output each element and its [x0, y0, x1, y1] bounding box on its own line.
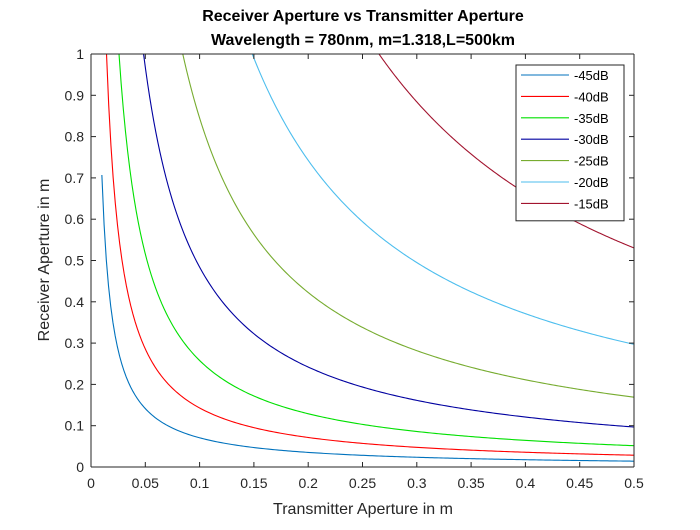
series-line-30db	[143, 54, 634, 428]
y-tick-label: 0.4	[65, 294, 85, 310]
y-tick-label: 0.8	[65, 129, 85, 145]
x-tick-label: 0.35	[457, 475, 484, 491]
x-tick-label: 0.45	[566, 475, 593, 491]
x-tick-label: 0.25	[349, 475, 376, 491]
legend-label: -20dB	[574, 175, 609, 190]
legend-label: -30dB	[574, 132, 609, 147]
x-tick-label: 0.5	[624, 475, 644, 491]
series-line-25db	[182, 54, 634, 398]
legend-label: -40dB	[574, 89, 609, 104]
x-tick-label: 0.2	[298, 475, 318, 491]
y-tick-label: 0.1	[65, 418, 85, 434]
y-tick-label: 0.5	[65, 253, 85, 269]
x-axis-label: Transmitter Aperture in m	[273, 501, 453, 518]
legend-label: -25dB	[574, 154, 609, 169]
y-tick-label: 0.7	[65, 170, 85, 186]
legend-label: -45dB	[574, 68, 609, 83]
series-line-45db	[101, 174, 634, 462]
legend-label: -15dB	[574, 196, 609, 211]
x-tick-label: 0.15	[240, 475, 267, 491]
legend: -45dB -40dB -35dB -30dB -25dB -20dB -15dB	[515, 64, 625, 222]
x-tick-label: 0	[87, 475, 95, 491]
y-axis-label: Receiver Aperture in m	[36, 179, 53, 342]
chart-subtitle: Wavelength = 780nm, m=1.318,L=500km	[211, 32, 515, 49]
y-tick-label: 0	[76, 459, 84, 475]
legend-label: -35dB	[574, 111, 609, 126]
x-tick-label: 0.4	[516, 475, 536, 491]
x-tick-label: 0.3	[407, 475, 427, 491]
series-line-15db	[378, 54, 634, 249]
y-tick-label: 0.9	[65, 87, 85, 103]
x-tick-label: 0.05	[132, 475, 159, 491]
series-line-35db	[118, 54, 634, 447]
y-tick-label: 0.3	[65, 335, 85, 351]
y-tick-label: 0.2	[65, 376, 85, 392]
series-group	[101, 54, 634, 462]
plot-area: 0 0.05 0.1 0.15 0.2 0.25 0.3 0.35 0.4 0.45 0.5 0 0.1…	[65, 46, 644, 491]
y-tick-label: 0.6	[65, 211, 85, 227]
legend-box	[515, 64, 625, 222]
series-line-40db	[105, 54, 634, 456]
x-tick-label: 0.1	[190, 475, 210, 491]
y-tick-label: 1	[76, 46, 84, 62]
chart-title: Receiver Aperture vs Transmitter Apertur…	[202, 8, 524, 25]
series-line-20db	[251, 54, 634, 345]
